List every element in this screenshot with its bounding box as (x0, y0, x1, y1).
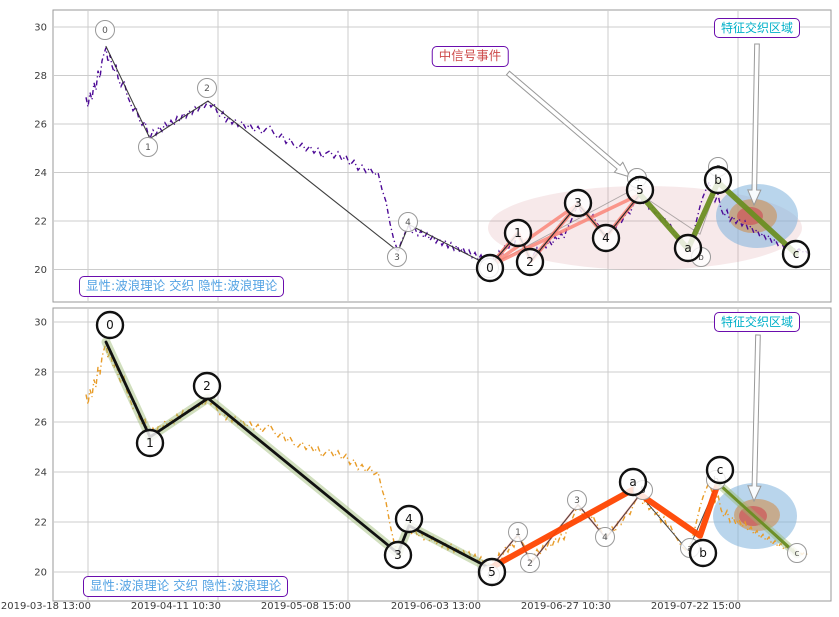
pivot-label-small: 2 (204, 84, 210, 94)
wave-line-abc_b (487, 480, 721, 572)
pivot-circle-small (138, 137, 158, 157)
pivot-label-bold: 3 (394, 548, 402, 562)
pivot-label-bold: 0 (486, 261, 494, 275)
pivot-label-small: 0 (102, 26, 108, 36)
wave-line-chan1 (488, 202, 580, 268)
pivot-circle-bold (394, 504, 424, 534)
pivot-circle-small (567, 490, 587, 510)
pivot-label-bold: c (717, 463, 724, 477)
price-line (85, 47, 809, 268)
pivot-label-bold: 4 (602, 231, 610, 245)
pivot-label-small: b (698, 253, 704, 263)
wave-legend-label-top: 显性:波浪理论 交织 隐性:波浪理论 (79, 276, 285, 297)
x-tick-label: 2019-05-08 15:00 (261, 601, 351, 612)
pivot-label-bold: 3 (574, 196, 582, 210)
feature-zone-label-top: 特征交织区域 (713, 18, 801, 39)
pivot-label-bold: 1 (146, 436, 154, 450)
pivot-circle-bold (673, 233, 703, 263)
y-tick-label: 22 (34, 217, 47, 228)
pivot-label-small: 4 (405, 218, 411, 228)
pivot-circle-small (595, 527, 615, 547)
pivot-circle-bold (705, 455, 735, 485)
annotation-arrow (747, 43, 762, 207)
y-tick-label: 26 (34, 418, 47, 429)
pivot-circle-small (508, 522, 528, 542)
y-tick-label: 22 (34, 518, 47, 529)
pivot-circle-bold (591, 223, 621, 253)
pivot-circle-bold (135, 428, 165, 458)
pivot-label-bold: c (793, 247, 800, 261)
x-tick-label: 2019-04-11 10:30 (131, 601, 221, 612)
y-tick-label: 28 (34, 368, 47, 379)
y-tick-label: 24 (34, 168, 47, 179)
pivot-circle-bold (688, 538, 718, 568)
pivot-circle-small (95, 20, 115, 40)
y-tick-label: 30 (34, 23, 47, 34)
pivot-label-small: 4 (602, 533, 608, 543)
pivot-circle-bold (515, 247, 545, 277)
wave-line-decline (105, 45, 491, 267)
pivot-label-bold: 2 (526, 255, 534, 269)
pivot-circle-bold (625, 175, 655, 205)
pivot-circle-bold (618, 467, 648, 497)
y-tick-label: 30 (34, 318, 47, 329)
x-tick-label: 2019-06-27 10:30 (521, 601, 611, 612)
annotation-arrow (505, 70, 631, 178)
pivot-label-small: 1 (145, 143, 151, 153)
pivot-label-bold: 1 (514, 226, 522, 240)
pivot-circle-bold (475, 253, 505, 283)
pivot-label-small: 3 (574, 496, 580, 506)
pivot-label-small: 2 (527, 559, 533, 569)
pivot-label-bold: 4 (405, 512, 413, 526)
pivot-circle-bold (781, 239, 811, 269)
x-tick-label: 2019-03-18 13:00 (1, 601, 91, 612)
y-tick-label: 28 (34, 71, 47, 82)
pivot-label-bold: b (714, 173, 722, 187)
pivot-circle-small (387, 247, 407, 267)
pivot-circle-small (197, 78, 217, 98)
pivot-circle-small (787, 543, 807, 563)
pivot-circle-small (398, 212, 418, 232)
pivot-label-small: 1 (515, 528, 521, 538)
wave-line-tail (716, 481, 799, 556)
pivot-circle-bold (563, 188, 593, 218)
feature-zone-label-bottom: 特征交织区域 (713, 312, 801, 333)
pivot-label-bold: 0 (106, 318, 114, 332)
wave-legend-label-bottom: 显性:波浪理论 交织 隐性:波浪理论 (83, 576, 289, 597)
y-tick-label: 26 (34, 120, 47, 131)
pivot-circle-bold (192, 371, 222, 401)
wave-line-abc_a (637, 179, 799, 257)
wave-line-chan2 (488, 192, 642, 268)
y-tick-label: 24 (34, 468, 47, 479)
annotation-arrow (747, 334, 762, 503)
x-tick-label: 2019-07-22 15:00 (651, 601, 741, 612)
pivot-label-bold: 5 (636, 183, 644, 197)
pivot-label-bold: b (699, 546, 707, 560)
pivot-label-bold: 2 (203, 379, 211, 393)
pivot-circle-bold (383, 540, 413, 570)
pivot-label-small: c (795, 549, 800, 559)
y-tick-label: 20 (34, 568, 47, 579)
wave-line-decline (104, 340, 492, 570)
pivot-label-small: 3 (394, 253, 400, 263)
pivot-circle-bold (95, 310, 125, 340)
panel-hidden: 302826242220012345abc012345abc (34, 307, 832, 602)
x-tick-label: 2019-06-03 13:00 (391, 601, 481, 612)
signal-event-label: 中信号事件 (431, 46, 509, 67)
y-tick-label: 20 (34, 265, 47, 276)
pivot-circle-small (520, 553, 540, 573)
pivot-label-bold: 5 (488, 565, 496, 579)
pivot-label-bold: a (629, 475, 636, 489)
pivot-circle-bold (703, 165, 733, 195)
pivot-circle-bold (477, 557, 507, 587)
pivot-circle-bold (503, 218, 533, 248)
pivot-label-bold: a (684, 241, 691, 255)
